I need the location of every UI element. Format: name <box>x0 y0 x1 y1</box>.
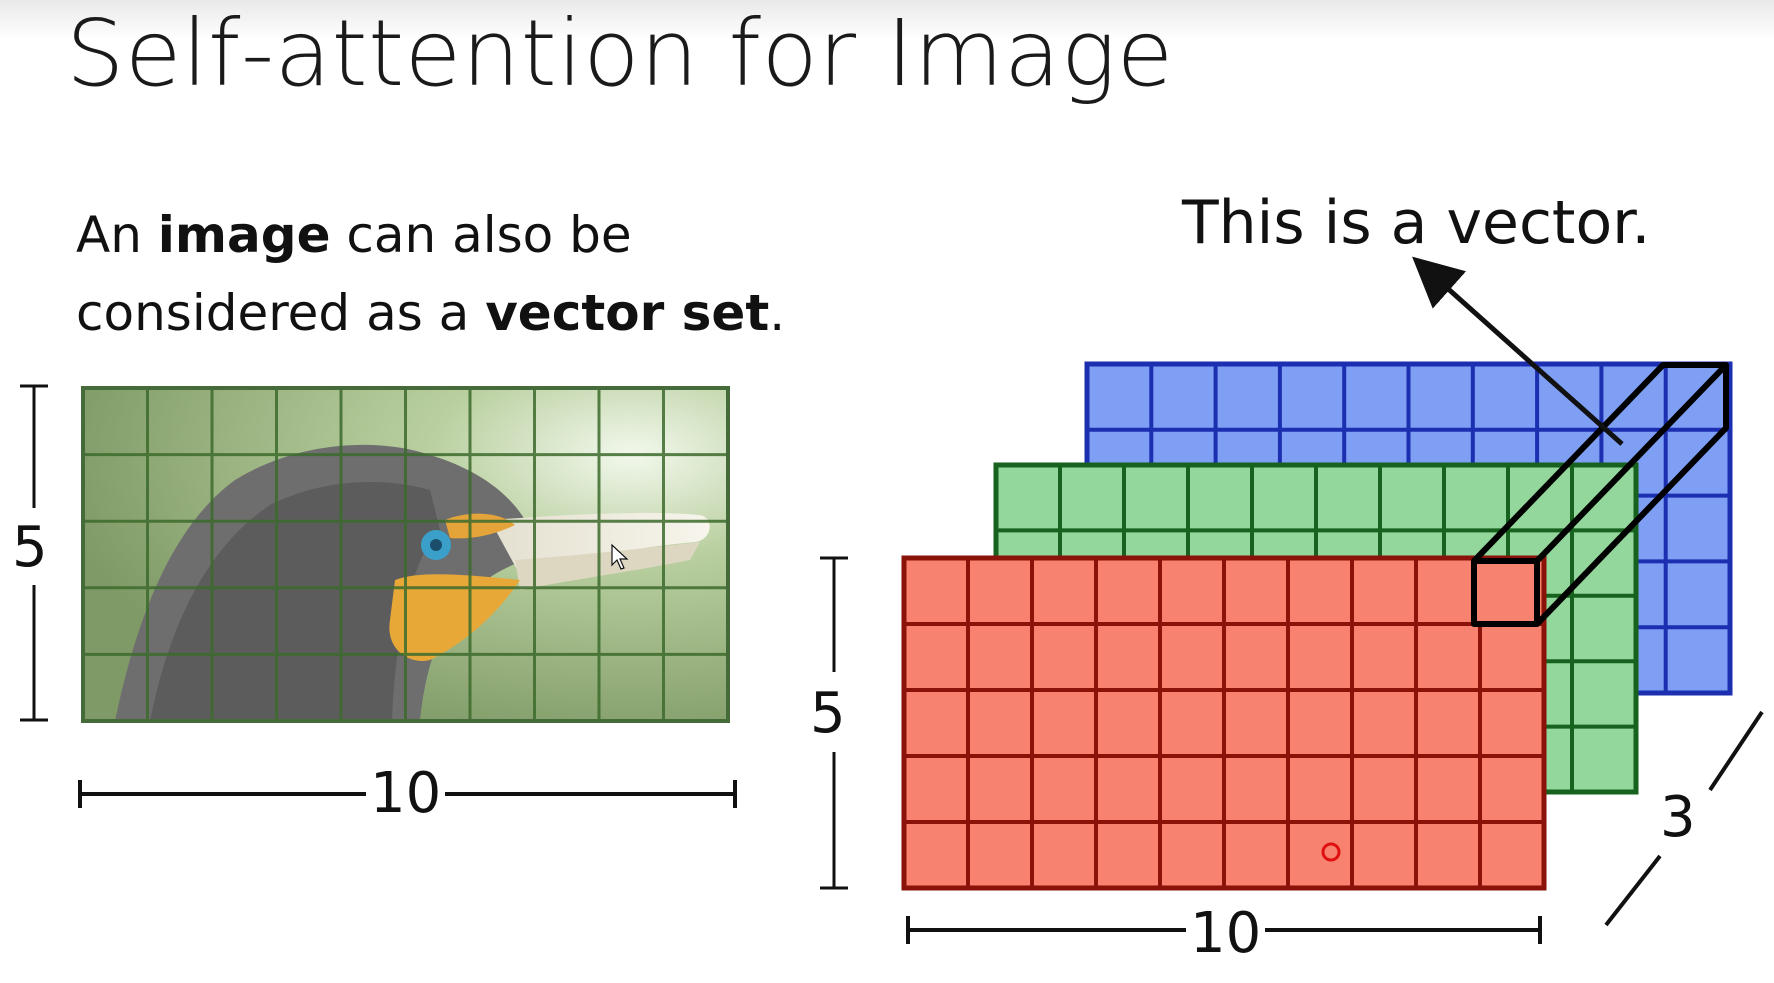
right-depth-dimension <box>1604 710 1764 927</box>
bird-grid <box>83 388 728 721</box>
bird-image <box>81 386 730 723</box>
left-width-label: 10 <box>366 766 446 822</box>
intro-text-part: considered as a <box>76 284 486 342</box>
left-width-dimension <box>78 780 737 808</box>
slide-title: Self-attention for Image <box>66 0 1174 107</box>
intro-bold-image: image <box>157 206 331 264</box>
right-height-dimension <box>820 556 848 890</box>
intro-text-part: . <box>769 284 786 342</box>
intro-bold-vector-set: vector set <box>485 284 770 342</box>
callout-arrow <box>1412 256 1624 446</box>
pointer-marker <box>1321 842 1341 862</box>
vector-callout-label: This is a vector. <box>1182 188 1651 258</box>
intro-text-part: can also be <box>330 206 632 264</box>
left-height-label: 5 <box>8 520 52 576</box>
right-width-dimension <box>906 916 1542 944</box>
intro-text-part: An <box>76 206 158 264</box>
left-height-dimension <box>20 384 48 722</box>
right-height-label: 5 <box>806 686 850 742</box>
slide-top-shade <box>0 0 1774 40</box>
right-depth-label: 3 <box>1660 785 1696 850</box>
channel-stack <box>901 361 1733 891</box>
intro-text: An image can also be considered as a vec… <box>76 196 785 352</box>
right-width-label: 10 <box>1186 906 1266 962</box>
channel-red <box>901 555 1547 891</box>
vector-prism <box>1471 362 1729 627</box>
mouse-cursor-icon <box>611 543 629 570</box>
